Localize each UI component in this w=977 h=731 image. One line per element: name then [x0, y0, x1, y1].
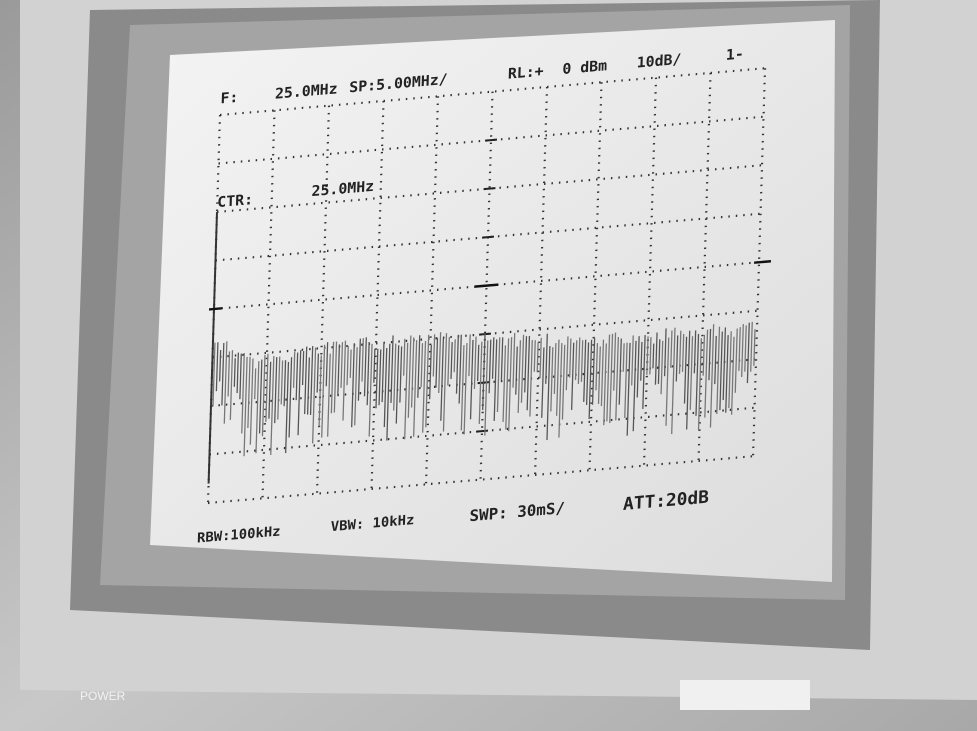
- panel-slot: [680, 680, 810, 710]
- photo: POWER F: 25.0MHz SP:5.00MHz/ RL:+ 0 dBm …: [0, 0, 977, 731]
- trace-line: [653, 344, 654, 369]
- center-tick: [484, 188, 496, 189]
- trace-line: [350, 350, 351, 378]
- trace-line: [623, 343, 624, 371]
- power-label: POWER: [80, 689, 126, 703]
- lcd-screen: [150, 20, 835, 582]
- center-tick: [485, 140, 497, 141]
- level-marker: [754, 261, 771, 262]
- ref-level-label: RL:+: [508, 63, 544, 83]
- marker: 1-: [726, 46, 744, 64]
- center-label: CTR:: [217, 191, 253, 211]
- level-marker: [209, 308, 222, 309]
- trace-line: [234, 358, 235, 387]
- center-tick: [482, 237, 494, 238]
- f-label: F:: [220, 89, 238, 107]
- center-tick: [476, 431, 488, 432]
